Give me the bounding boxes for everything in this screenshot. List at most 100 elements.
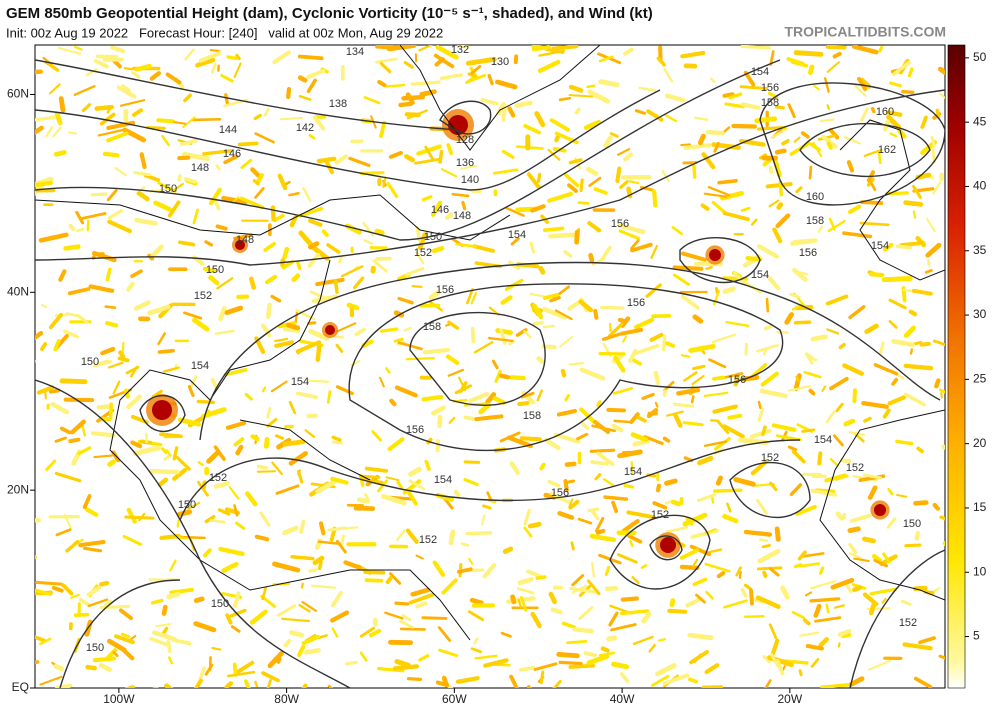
vorticity-streak [507,106,516,118]
vorticity-streak [556,408,577,417]
vorticity-streak [711,497,715,504]
vorticity-streak [392,664,420,671]
vorticity-streak [863,473,883,480]
vorticity-streak [433,53,455,69]
vorticity-streak [321,229,329,237]
vorticity-streak [733,477,756,487]
vorticity-streak [282,439,306,447]
vorticity-streak [156,118,175,124]
vorticity-streak [705,265,713,271]
contour-label: 150 [211,598,229,610]
vorticity-streak [356,497,370,504]
vorticity-streak [852,388,858,404]
vorticity-streak [206,450,220,464]
vorticity-streak [170,182,184,193]
vorticity-streak [432,560,446,577]
vorticity-streak [414,157,443,165]
vorticity-streak [263,241,277,252]
vorticity-streak [821,385,827,393]
vorticity-streak [228,486,240,500]
vorticity-streak [769,481,778,492]
vorticity-streak [887,395,907,406]
vorticity-streak [217,508,231,516]
contour-label: 156 [728,374,746,386]
vorticity-streak [307,321,317,325]
vorticity-streak [304,429,316,438]
vorticity-streak [133,171,151,177]
vorticity-streak [318,521,326,536]
contour-label: 156 [627,297,645,309]
vorticity-streak [749,428,772,439]
vorticity-streak [683,371,698,382]
vorticity-streak [386,182,399,199]
vorticity-streak [829,376,849,391]
vorticity-streak [909,348,914,355]
vorticity-streak [483,658,509,668]
vorticity-streak [652,501,668,510]
vorticity-streak [606,635,618,642]
vorticity-streak [557,511,575,520]
vorticity-streak [792,267,808,282]
vorticity-streak [75,210,85,225]
vorticity-streak [770,127,789,139]
vorticity-streak [864,323,879,335]
vorticity-streak [810,658,820,668]
vorticity-streak [204,515,216,524]
vorticity-streak [692,577,708,587]
colorbar-tick-label: 25 [973,372,987,386]
vorticity-streak [703,391,729,398]
vorticity-streak [516,587,535,595]
vorticity-streak [538,265,546,275]
vorticity-streak [335,539,347,554]
vorticity-streak [509,461,520,475]
vorticity-streak [523,526,533,538]
vorticity-streak [688,677,699,684]
vorticity-streak [340,534,345,546]
vorticity-streak [266,418,278,428]
vorticity-streak [900,599,912,606]
vorticity-streak [514,100,533,108]
vorticity-streak [793,136,801,143]
vorticity-streak [54,111,63,126]
vorticity-streak [567,183,578,193]
vorticity-streak [478,402,492,415]
vorticity-streak [129,634,137,641]
vorticity-streak [226,670,256,678]
vorticity-streak [696,493,717,503]
vorticity-streak [364,578,384,583]
vorticity-streak [817,225,824,233]
vorticity-streak [666,526,688,534]
vorticity-streak [198,51,222,63]
vorticity-streak [536,172,542,183]
vorticity-streak [762,349,768,356]
vorticity-streak [800,131,810,139]
vorticity-streak [446,143,454,155]
vorticity-streak [461,200,467,211]
vorticity-streak [177,174,182,182]
vorticity-streak [152,630,178,642]
vorticity-streak [81,103,92,113]
vorticity-streak [371,430,383,442]
vorticity-streak [814,616,842,623]
vorticity-streak [510,237,520,246]
vorticity-streak [891,60,911,77]
vorticity-streak [192,208,200,225]
vorticity-streak [712,290,720,306]
vorticity-streak [826,328,840,335]
vorticity-streak [59,426,72,435]
vorticity-streak [297,469,304,484]
vorticity-streak [587,89,611,104]
vorticity-streak [604,586,619,591]
lon-tick-label: 80W [274,692,299,706]
contour-label: 148 [453,210,471,222]
vorticity-streak [873,558,889,568]
vorticity-streak [934,378,941,389]
vorticity-streak [233,591,241,609]
vorticity-streak [568,498,574,508]
vorticity-streak [346,302,360,311]
lon-tick-label: 100W [103,692,135,706]
vorticity-streak [697,133,706,146]
source: TROPICALTIDBITS.COM [784,24,946,40]
vorticity-streak [99,112,116,126]
vorticity-streak [500,295,513,305]
